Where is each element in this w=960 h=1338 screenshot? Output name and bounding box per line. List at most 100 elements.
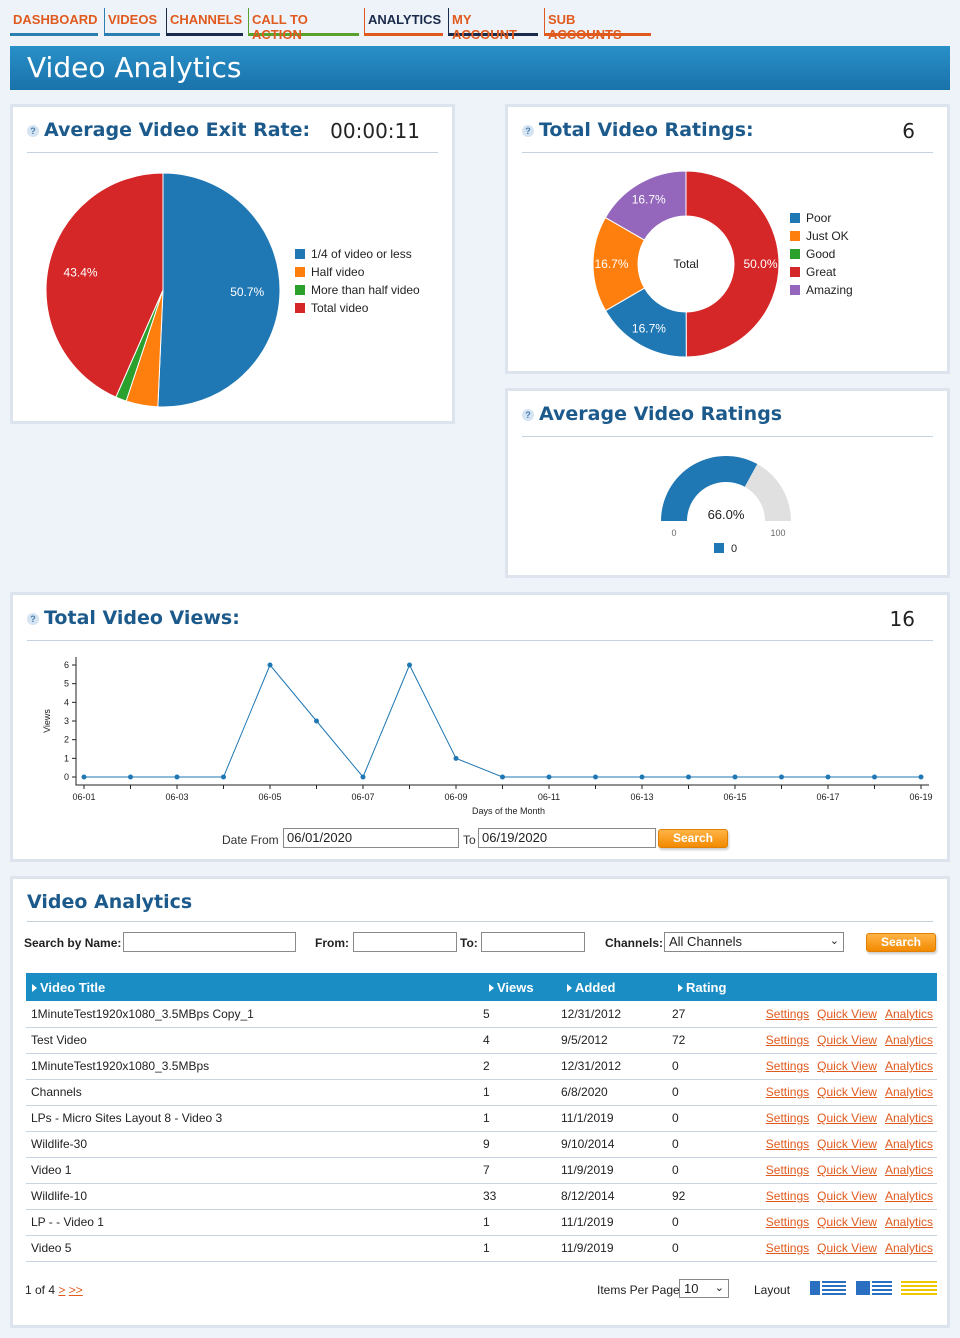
data-point[interactable] (779, 774, 784, 780)
quick-view-link[interactable]: Quick View (817, 1111, 877, 1125)
help-icon[interactable]: ? (27, 125, 39, 137)
quick-view-link[interactable]: Quick View (817, 1163, 877, 1177)
ratings-legend-item[interactable]: Poor (790, 211, 831, 225)
settings-link[interactable]: Settings (765, 1137, 810, 1151)
layout-list-icon[interactable] (810, 1281, 846, 1295)
nav-my-account[interactable]: MY ACCOUNT (448, 8, 538, 42)
from-date-input[interactable] (353, 932, 457, 952)
views-search-button[interactable]: Search (658, 829, 728, 848)
analytics-link[interactable]: Analytics (884, 1163, 933, 1177)
donut-slice[interactable] (685, 170, 780, 358)
pager-last-link[interactable]: >> (68, 1283, 83, 1297)
data-point[interactable] (360, 774, 366, 780)
layout-detail-icon[interactable] (856, 1281, 892, 1295)
settings-link[interactable]: Settings (765, 1163, 810, 1177)
analytics-link[interactable]: Analytics (884, 1033, 933, 1047)
settings-link[interactable]: Settings (765, 1189, 810, 1203)
data-point[interactable] (825, 774, 831, 780)
table-row: LP - - Video 1 1 11/1/2019 0 Settings Quick V… (26, 1209, 937, 1236)
nav-videos[interactable]: VIDEOS (104, 8, 160, 36)
data-point[interactable] (686, 774, 691, 780)
col-added[interactable]: Added (561, 973, 672, 1001)
settings-link[interactable]: Settings (765, 1033, 810, 1047)
analytics-link[interactable]: Analytics (884, 1006, 933, 1021)
sort-arrow-icon (678, 983, 683, 992)
col-views[interactable]: Views (483, 973, 561, 1001)
x-tick-label: 06-11 (538, 792, 560, 802)
ratings-legend-item[interactable]: Great (790, 265, 836, 279)
video-analytics-panel: Video Analytics Search by Name: From: To… (10, 876, 950, 1328)
quick-view-link[interactable]: Quick View (817, 1137, 877, 1151)
data-point[interactable] (221, 774, 226, 780)
table-search-button[interactable]: Search (866, 933, 936, 952)
help-icon[interactable]: ? (522, 409, 534, 421)
data-point[interactable] (732, 774, 738, 780)
nav-call-to-action[interactable]: CALL TO ACTION (248, 8, 359, 42)
settings-link[interactable]: Settings (765, 1215, 810, 1229)
legend-swatch (790, 285, 800, 295)
data-point[interactable] (500, 774, 505, 780)
exit-rate-legend-item[interactable]: Total video (295, 301, 368, 315)
search-name-input[interactable] (123, 932, 296, 952)
ratings-legend-item[interactable]: Amazing (790, 283, 853, 297)
help-icon[interactable]: ? (27, 613, 39, 625)
analytics-link[interactable]: Analytics (884, 1215, 933, 1229)
quick-view-link[interactable]: Quick View (817, 1085, 877, 1099)
data-point[interactable] (593, 774, 598, 780)
ratings-legend-item[interactable]: Good (790, 247, 835, 261)
pie-slice[interactable] (157, 172, 281, 408)
date-from-input[interactable]: 06/01/2020 (283, 828, 459, 848)
col-rating[interactable]: Rating (672, 973, 757, 1001)
analytics-link[interactable]: Analytics (884, 1241, 933, 1255)
quick-view-link[interactable]: Quick View (817, 1215, 877, 1229)
settings-link[interactable]: Settings (765, 1059, 810, 1073)
data-point[interactable] (407, 662, 412, 668)
pager-next-link[interactable]: > (58, 1283, 66, 1297)
nav-analytics[interactable]: ANALYTICS (364, 8, 443, 36)
quick-view-link[interactable]: Quick View (817, 1033, 877, 1047)
exit-rate-legend-item[interactable]: 1/4 of video or less (295, 247, 412, 261)
analytics-link[interactable]: Analytics (884, 1085, 933, 1099)
settings-link[interactable]: Settings (765, 1006, 810, 1021)
ratings-legend-item[interactable]: Just OK (790, 229, 849, 243)
analytics-link[interactable]: Analytics (884, 1111, 933, 1125)
data-point[interactable] (267, 662, 273, 668)
donut-slice[interactable] (604, 170, 687, 241)
date-to-input[interactable]: 06/19/2020 (478, 828, 656, 848)
data-point[interactable] (453, 755, 459, 761)
data-point[interactable] (81, 774, 87, 780)
layout-stripe-icon[interactable] (901, 1281, 937, 1295)
settings-link[interactable]: Settings (765, 1111, 810, 1125)
quick-view-link[interactable]: Quick View (817, 1006, 877, 1021)
data-point[interactable] (639, 774, 645, 780)
settings-link[interactable]: Settings (765, 1085, 810, 1099)
video-table: Video Title Views Added Rating 1MinuteTe… (26, 973, 937, 1262)
to-date-input[interactable] (481, 932, 585, 952)
help-icon[interactable]: ? (522, 125, 534, 137)
cell-views: 1 (483, 1209, 561, 1236)
analytics-link[interactable]: Analytics (884, 1137, 933, 1151)
quick-view-link[interactable]: Quick View (817, 1059, 877, 1073)
data-point[interactable] (918, 774, 924, 780)
col-video-title[interactable]: Video Title (26, 973, 483, 1001)
data-point[interactable] (174, 774, 180, 780)
data-point[interactable] (128, 774, 133, 780)
nav-channels[interactable]: CHANNELS (166, 8, 243, 36)
y-tick-label: 2 (64, 735, 69, 745)
exit-rate-legend-item[interactable]: Half video (295, 265, 364, 279)
nav-dashboard[interactable]: DASHBOARD (10, 8, 98, 36)
data-point[interactable] (546, 774, 552, 780)
exit-rate-legend-item[interactable]: More than half video (295, 283, 420, 297)
data-point[interactable] (872, 774, 877, 780)
data-point[interactable] (314, 718, 319, 724)
quick-view-link[interactable]: Quick View (817, 1189, 877, 1203)
channels-select[interactable]: All Channels ⌄ (664, 932, 844, 952)
analytics-link[interactable]: Analytics (884, 1059, 933, 1073)
nav-sub-accounts[interactable]: SUB ACCOUNTS (544, 8, 651, 42)
pie-slice[interactable] (45, 172, 164, 398)
settings-link[interactable]: Settings (765, 1241, 810, 1255)
analytics-link[interactable]: Analytics (884, 1189, 933, 1203)
x-tick-label: 06-19 (909, 792, 932, 802)
items-per-page-select[interactable]: 10 ⌄ (679, 1279, 729, 1298)
quick-view-link[interactable]: Quick View (817, 1241, 877, 1255)
